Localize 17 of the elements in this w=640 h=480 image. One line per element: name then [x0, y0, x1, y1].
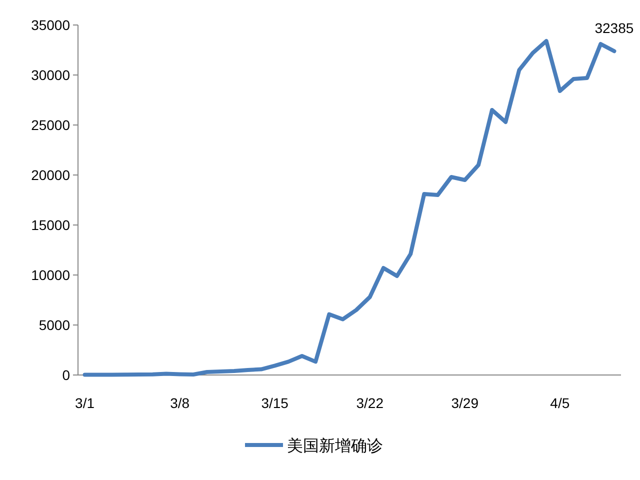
legend-label: 美国新增确诊 — [287, 437, 383, 455]
x-tick-label: 3/22 — [356, 395, 384, 411]
line-series — [82, 39, 616, 377]
y-tick-label: 35000 — [31, 17, 70, 33]
y-tick-label: 20000 — [31, 167, 70, 183]
x-tick-label: 3/1 — [75, 395, 95, 411]
y-tick-label: 0 — [62, 367, 70, 383]
y-tick-label: 5000 — [38, 317, 70, 333]
y-tick-label: 25000 — [31, 117, 70, 133]
data-label: 32385 — [594, 20, 634, 36]
y-tick-label: 30000 — [31, 67, 70, 83]
x-tick-label: 3/15 — [261, 395, 289, 411]
y-tick-label: 15000 — [31, 217, 70, 233]
x-tick-label: 3/29 — [451, 395, 479, 411]
x-tick-label: 3/8 — [170, 395, 190, 411]
y-tick-label: 10000 — [31, 267, 70, 283]
x-tick-label: 4/5 — [550, 395, 570, 411]
